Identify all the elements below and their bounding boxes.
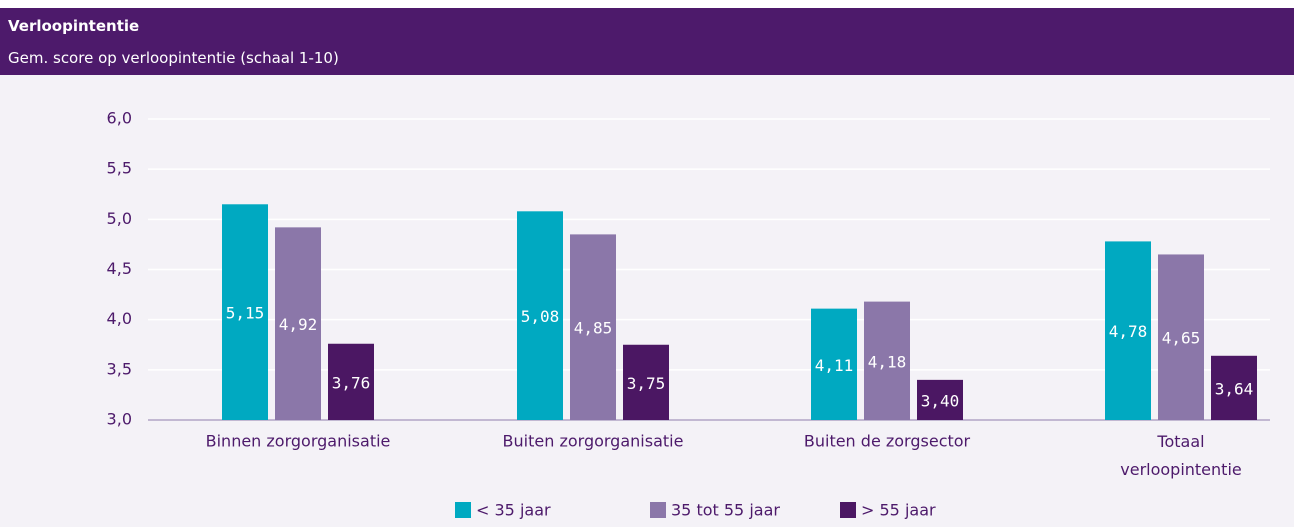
legend-swatch — [455, 502, 471, 518]
chart: 3,0 3,5 4,0 4,5 5,0 5,5 6,0 Binnen zorgorganisa… — [0, 75, 1294, 527]
x-tick-label-line: verloopintentie — [1120, 460, 1241, 479]
chart-subtitle: Gem. score op verloopintentie (schaal 1-… — [8, 49, 339, 67]
y-tick-label: 3,0 — [107, 410, 132, 429]
bar-value-label: 4,65 — [1162, 329, 1201, 348]
bar-value-label: 4,11 — [815, 356, 854, 375]
bar-value-label: 3,76 — [332, 373, 371, 392]
y-tick-label: 4,0 — [107, 309, 132, 328]
bar — [275, 227, 321, 420]
bar — [1211, 355, 1257, 420]
legend-label: 35 tot 55 jaar — [671, 501, 780, 520]
bar-value-label: 5,15 — [226, 304, 265, 323]
bar — [864, 301, 910, 420]
x-tick-label: Binnen zorgorganisatie — [206, 432, 391, 451]
bar-value-label: 3,64 — [1215, 379, 1254, 398]
bar-value-label: 3,40 — [921, 391, 960, 410]
bar-value-label: 4,78 — [1109, 322, 1148, 341]
bar — [623, 344, 669, 420]
y-tick-label: 5,0 — [107, 209, 132, 228]
bar-value-label: 4,85 — [574, 319, 613, 338]
y-tick-label: 4,5 — [107, 259, 132, 278]
bar — [222, 204, 268, 420]
legend-swatch — [840, 502, 856, 518]
y-tick-label: 3,5 — [107, 359, 132, 378]
bar — [1105, 241, 1151, 420]
y-tick-label: 6,0 — [107, 109, 132, 128]
y-tick-label: 5,5 — [107, 159, 132, 178]
bar-value-label: 4,18 — [868, 352, 907, 371]
bar — [517, 211, 563, 420]
legend-swatch — [650, 502, 666, 518]
legend-label: < 35 jaar — [476, 501, 551, 520]
x-tick-label: Buiten de zorgsector — [804, 432, 971, 451]
legend-label: > 55 jaar — [861, 501, 936, 520]
chart-title: Verloopintentie — [8, 17, 140, 35]
chart-background — [0, 75, 1294, 527]
x-tick-label: Buiten zorgorganisatie — [503, 432, 684, 451]
x-tick-label: Totaal verloopintentie — [1120, 432, 1241, 479]
bar — [1158, 254, 1204, 420]
bar — [328, 343, 374, 420]
header: Verloopintentie Gem. score op verloopint… — [0, 8, 1294, 75]
bar-value-label: 3,75 — [627, 374, 666, 393]
bar — [917, 379, 963, 420]
x-tick-label-line: Totaal — [1156, 432, 1204, 451]
bar — [811, 308, 857, 420]
bar-value-label: 4,92 — [279, 315, 318, 334]
bar — [570, 234, 616, 420]
bar-value-label: 5,08 — [521, 307, 560, 326]
